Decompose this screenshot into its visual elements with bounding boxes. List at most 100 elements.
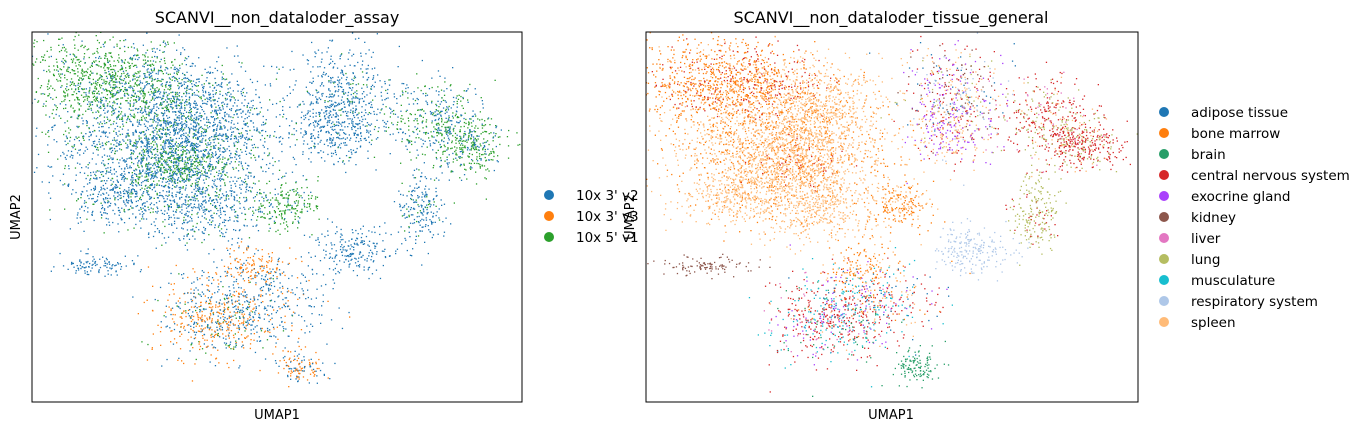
- umap-point: [154, 147, 156, 150]
- umap-point: [167, 209, 170, 211]
- umap-point: [239, 229, 241, 231]
- umap-point: [219, 158, 221, 160]
- umap-point: [140, 199, 142, 201]
- umap-point: [174, 179, 176, 181]
- umap-point: [187, 203, 189, 205]
- umap-point: [164, 112, 166, 114]
- umap-point: [179, 111, 181, 114]
- umap-point: [26, 84, 27, 85]
- umap-point: [153, 186, 156, 188]
- umap-point: [204, 172, 207, 174]
- umap-point: [81, 79, 83, 81]
- umap-point: [142, 101, 145, 103]
- umap-point: [84, 150, 86, 152]
- umap-point: [90, 101, 92, 103]
- umap-point: [109, 148, 111, 151]
- umap-point: [147, 172, 149, 174]
- umap-point: [169, 73, 171, 75]
- umap-point: [252, 122, 254, 124]
- umap-point: [209, 66, 211, 68]
- umap-point: [118, 165, 121, 168]
- umap-point: [237, 99, 239, 101]
- umap-point: [196, 94, 198, 96]
- umap-point: [69, 53, 71, 56]
- umap-point: [194, 171, 197, 173]
- umap-point: [135, 99, 137, 101]
- umap-point: [171, 91, 174, 93]
- umap-point: [228, 150, 231, 152]
- umap-point: [186, 242, 188, 244]
- umap-point: [211, 179, 214, 182]
- umap-point: [276, 72, 278, 74]
- umap-point: [157, 119, 159, 121]
- umap-point: [167, 139, 170, 141]
- umap-point: [198, 57, 200, 59]
- umap-point: [53, 69, 56, 71]
- umap-point: [153, 157, 155, 159]
- umap-point: [148, 148, 150, 151]
- umap-point: [352, 121, 354, 123]
- umap-point: [163, 169, 166, 171]
- umap-point: [356, 97, 358, 99]
- umap-point: [250, 153, 252, 155]
- umap-point: [111, 56, 113, 59]
- umap-point: [125, 81, 127, 83]
- umap-point: [147, 193, 149, 196]
- umap-point: [207, 151, 210, 153]
- umap-point: [309, 104, 311, 106]
- umap-point: [158, 166, 160, 168]
- umap-point: [66, 69, 68, 71]
- umap-point: [193, 167, 195, 170]
- umap-point: [80, 82, 82, 84]
- umap-point: [152, 50, 154, 52]
- umap-point: [150, 174, 152, 176]
- umap-point: [170, 139, 172, 141]
- umap-point: [150, 163, 152, 165]
- umap-point: [145, 61, 147, 64]
- umap-point: [216, 126, 218, 128]
- umap-point: [238, 132, 240, 134]
- umap-point: [128, 217, 130, 220]
- umap-point: [167, 195, 169, 197]
- umap-point: [165, 134, 167, 136]
- umap-point: [132, 188, 134, 190]
- umap-point: [156, 148, 159, 151]
- umap-point: [140, 227, 142, 229]
- umap-point: [175, 105, 178, 107]
- umap-point: [131, 182, 133, 184]
- umap-point: [152, 93, 155, 95]
- umap-point: [119, 191, 121, 193]
- umap-point: [321, 75, 323, 77]
- umap-point: [123, 222, 126, 224]
- umap-point: [200, 120, 202, 122]
- umap-point: [343, 92, 345, 95]
- umap-point: [176, 97, 178, 99]
- umap-point: [184, 150, 187, 152]
- umap-point: [72, 60, 74, 62]
- umap-point: [343, 74, 345, 76]
- umap-point: [185, 99, 188, 101]
- umap-point: [354, 75, 356, 77]
- umap-point: [267, 148, 269, 150]
- umap-point: [139, 106, 141, 108]
- umap-point: [101, 204, 103, 207]
- umap-point: [87, 68, 89, 70]
- umap-point: [314, 126, 316, 128]
- umap-point: [204, 155, 206, 157]
- umap-point: [125, 142, 127, 144]
- umap-point: [348, 105, 350, 107]
- umap-point: [201, 204, 204, 206]
- umap-point: [181, 177, 183, 179]
- umap-point: [185, 204, 187, 206]
- umap-point: [70, 154, 73, 156]
- umap-point: [141, 194, 143, 196]
- umap-point: [176, 117, 178, 119]
- umap-point: [229, 163, 231, 165]
- umap-point: [166, 191, 168, 193]
- umap-point: [77, 68, 79, 70]
- umap-point: [154, 176, 156, 178]
- umap-point: [124, 211, 126, 213]
- umap-point: [315, 96, 317, 98]
- umap-point: [258, 96, 260, 99]
- umap-point: [149, 64, 152, 66]
